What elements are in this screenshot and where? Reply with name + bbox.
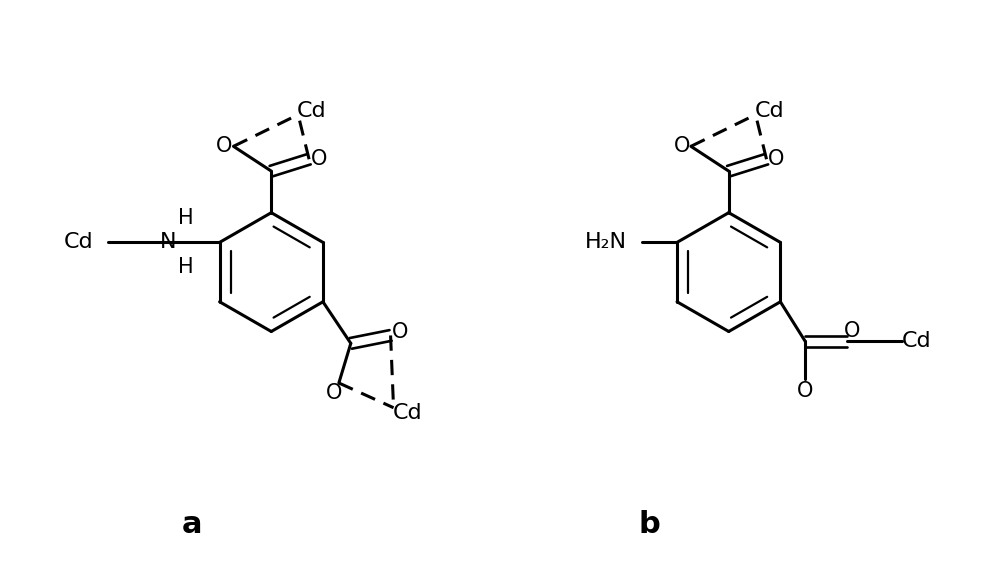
Text: a: a: [181, 510, 202, 539]
Text: O: O: [844, 321, 860, 342]
Text: O: O: [392, 323, 409, 342]
Text: O: O: [768, 149, 785, 169]
Text: Cd: Cd: [755, 101, 784, 121]
Text: O: O: [311, 149, 327, 169]
Text: Cd: Cd: [902, 332, 931, 351]
Text: H: H: [178, 207, 194, 228]
Text: H₂N: H₂N: [585, 232, 627, 252]
Text: Cd: Cd: [64, 232, 93, 252]
Text: b: b: [638, 510, 660, 539]
Text: O: O: [326, 383, 342, 403]
Text: Cd: Cd: [297, 101, 327, 121]
Text: N: N: [160, 232, 176, 252]
Text: O: O: [216, 137, 233, 156]
Text: O: O: [674, 137, 690, 156]
Text: O: O: [797, 381, 813, 401]
Text: H: H: [178, 257, 194, 277]
Text: Cd: Cd: [393, 403, 422, 423]
